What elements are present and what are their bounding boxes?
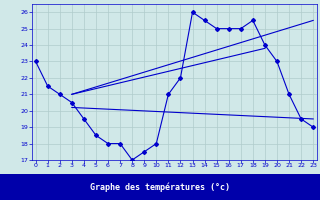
Text: Graphe des températures (°c): Graphe des températures (°c) — [90, 182, 230, 192]
